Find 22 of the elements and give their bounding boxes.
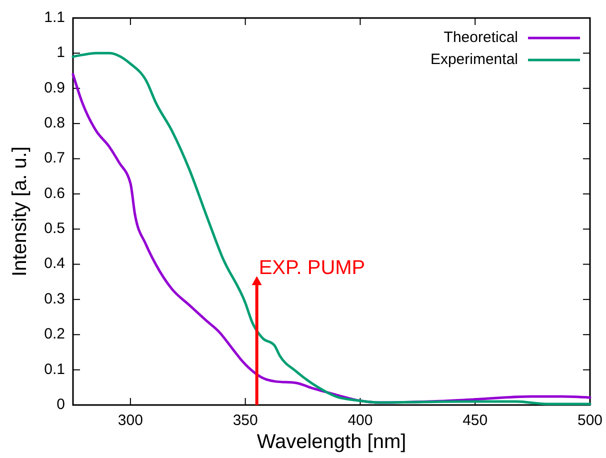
- y-tick-label: 1.1: [44, 8, 65, 26]
- y-tick-label: 0.2: [44, 326, 65, 343]
- ref-line-label: EXP. PUMP: [258, 257, 366, 280]
- y-tick-label: 0.5: [44, 220, 65, 238]
- x-tick-label: 350: [232, 412, 258, 429]
- x-tick-label: 500: [577, 412, 603, 429]
- y-tick-label: 0.4: [44, 255, 65, 272]
- y-tick-label: 1: [56, 44, 65, 62]
- y-tick-label: 0.3: [44, 290, 65, 308]
- x-tick-label: 400: [348, 412, 373, 429]
- y-axis-title: Intensity [a. u.]: [9, 146, 31, 277]
- legend-label: Experimental: [430, 50, 518, 68]
- x-tick-label: 450: [462, 412, 488, 429]
- x-tick-label: 300: [118, 412, 143, 429]
- y-tick-label: 0.8: [44, 114, 65, 132]
- x-axis-title: Wavelength [nm]: [256, 431, 406, 453]
- y-tick-label: 0.9: [44, 79, 65, 96]
- legend-label: Theoretical: [444, 28, 518, 46]
- y-tick-label: 0: [56, 396, 65, 413]
- y-tick-label: 0.6: [44, 184, 65, 202]
- y-tick-label: 0.7: [44, 150, 65, 167]
- y-tick-label: 0.1: [44, 360, 65, 378]
